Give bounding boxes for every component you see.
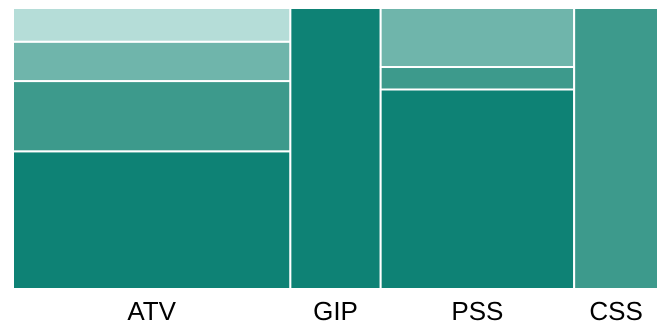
x-tick-label: CSS [589, 296, 642, 326]
mosaic-cell [12, 150, 292, 290]
x-tick-label: ATV [127, 296, 176, 326]
x-tick-label: PSS [451, 296, 503, 326]
mosaic-cell [12, 40, 292, 83]
mosaic-cell [12, 80, 292, 153]
mosaic-cell [12, 7, 292, 43]
x-tick-label: GIP [313, 296, 358, 326]
mosaic-cell [379, 88, 576, 290]
mosaic-cell [573, 7, 658, 290]
mosaic-cell [379, 7, 576, 69]
mosaic-cell [289, 7, 382, 290]
mosaic-cell [379, 66, 576, 91]
